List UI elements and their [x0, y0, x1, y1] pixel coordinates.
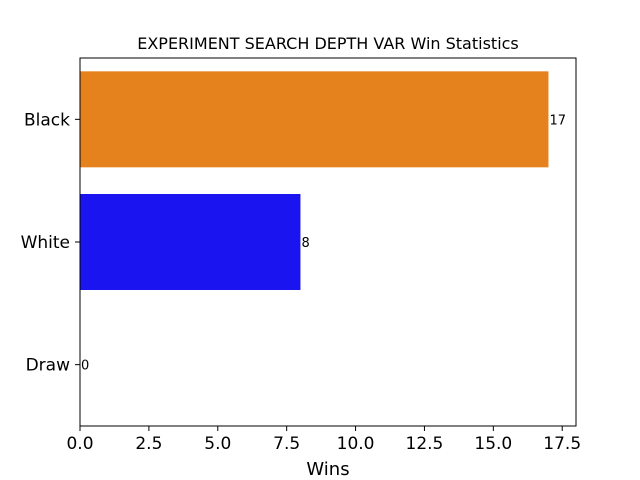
- x-tick-label: 7.5: [273, 434, 300, 454]
- bar-white: [80, 194, 301, 290]
- x-tick-label: 5.0: [204, 434, 231, 454]
- y-tick-label-draw: Draw: [26, 356, 70, 376]
- axes-group: Black White Draw 0.0 2.5 5.0 7.5 10.0 12.5 15.0 17…: [21, 110, 582, 454]
- x-tick-label: 2.5: [135, 434, 162, 454]
- bar-value-label-draw: 0: [81, 359, 89, 374]
- chart-title: EXPERIMENT SEARCH DEPTH VAR Win Statisti…: [137, 34, 519, 53]
- x-tick-label: 12.5: [406, 434, 444, 454]
- y-tick-label-black: Black: [24, 110, 70, 130]
- x-tick-label: 10.0: [337, 434, 375, 454]
- x-axis-label: Wins: [306, 459, 349, 480]
- x-tick-label: 15.0: [474, 434, 512, 454]
- y-tick-label-white: White: [21, 233, 70, 253]
- bar-black: [80, 71, 549, 168]
- x-tick-label: 0.0: [66, 434, 93, 454]
- bar-value-label-white: 8: [301, 236, 309, 251]
- bar-value-label-black: 17: [549, 113, 566, 128]
- x-tick-label: 17.5: [543, 434, 581, 454]
